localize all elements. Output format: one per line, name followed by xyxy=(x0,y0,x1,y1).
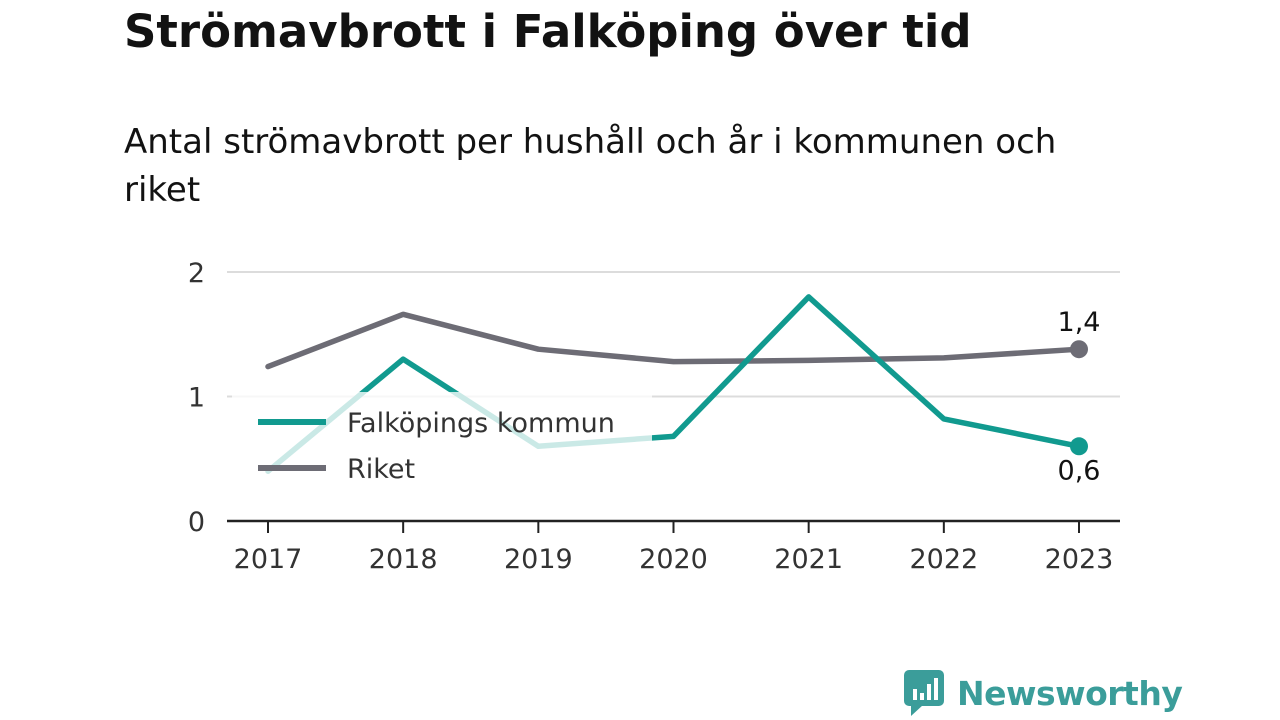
x-tick-label: 2017 xyxy=(234,544,303,575)
x-tick-label: 2020 xyxy=(639,544,708,575)
legend-label: Falköpings kommun xyxy=(347,408,615,439)
y-tick-label: 0 xyxy=(188,507,205,538)
x-tick-label: 2022 xyxy=(909,544,978,575)
brand-name: Newsworthy xyxy=(957,673,1183,713)
series-line xyxy=(265,294,1082,474)
x-tick-label: 2019 xyxy=(504,544,573,575)
end-value-label: 0,6 xyxy=(1058,455,1101,486)
chart-title: Strömavbrott i Falköping över tid xyxy=(124,5,972,58)
legend-label: Riket xyxy=(347,454,415,485)
x-tick-label: 2021 xyxy=(774,544,843,575)
newsworthy-brand[interactable]: Newsworthy xyxy=(903,668,1183,718)
y-tick-label: 1 xyxy=(188,383,205,414)
x-tick-label: 2023 xyxy=(1045,544,1114,575)
chart-subtitle: Antal strömavbrott per hushåll och år i … xyxy=(124,122,1057,210)
series-line xyxy=(265,311,1082,370)
newsworthy-logo-icon xyxy=(904,670,944,716)
x-tick-label: 2018 xyxy=(369,544,438,575)
legend-background xyxy=(232,392,652,496)
y-tick-label: 2 xyxy=(188,258,205,289)
end-point xyxy=(1070,437,1088,456)
end-value-label: 1,4 xyxy=(1058,307,1101,338)
end-point xyxy=(1070,340,1088,359)
